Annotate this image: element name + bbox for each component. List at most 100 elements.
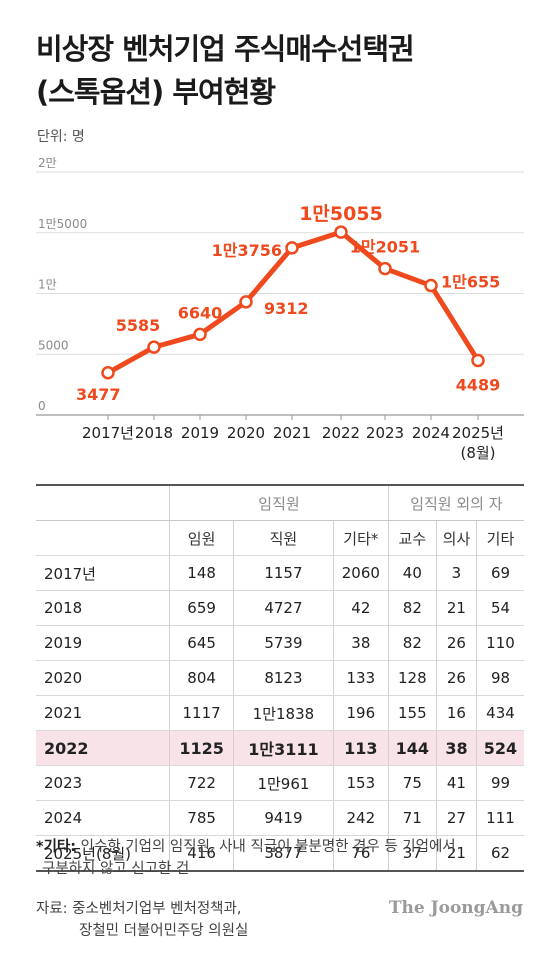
table-cell: 113 xyxy=(333,730,389,766)
table-row-year: 2025년(8월) xyxy=(36,835,171,872)
table-cell: 26 xyxy=(436,625,477,661)
x-tick-label: 2017년 xyxy=(82,424,134,442)
table-cell: 21 xyxy=(436,835,477,872)
line-chart: 0 5000 1만 1만5000 2만 2017년 2018 2019 2020 2021 2022… xyxy=(36,156,524,462)
footnote: *기타: 인수한 기업의 임직원, 사내 직급이 불분명한 경우 등 기업에서 … xyxy=(36,836,526,880)
y-tick-label: 1만5000 xyxy=(38,217,87,231)
table-cell: 76 xyxy=(333,835,389,872)
table-row: 2018 659 4727 42 82 21 54 xyxy=(36,590,524,626)
data-label: 3477 xyxy=(76,385,121,404)
table-cell: 27 xyxy=(436,800,477,836)
table-cell: 722 xyxy=(169,765,234,801)
table-cell: 1만1838 xyxy=(233,695,334,731)
footnote-text-1: 인수한 기업의 임직원, 사내 직급이 불분명한 경우 등 기업에서 xyxy=(76,839,456,855)
data-label: 5585 xyxy=(116,316,161,335)
column-header-other: 기타 xyxy=(476,520,524,556)
data-table: 임직원 임직원 외의 자 임원 직원 기타* 교수 의사 기타 2017년 148… xyxy=(36,484,524,872)
table-cell: 3877 xyxy=(233,835,334,872)
table-row: 2025년(8월) 416 3877 76 37 21 62 xyxy=(36,835,524,872)
footnote-label: *기타: xyxy=(36,839,77,855)
column-header-professors: 교수 xyxy=(388,520,437,556)
unit-label: 단위: 명 xyxy=(37,129,85,145)
data-point xyxy=(285,241,299,255)
table-cell: 434 xyxy=(476,695,524,731)
table-cell: 99 xyxy=(476,765,524,801)
table-row-year: 2024 xyxy=(36,800,171,836)
data-point xyxy=(239,295,253,309)
data-label: 6640 xyxy=(178,303,223,322)
table-cell: 9419 xyxy=(233,800,334,836)
table-cell: 524 xyxy=(476,730,524,766)
table-cell: 41 xyxy=(436,765,477,801)
y-tick-label: 2만 xyxy=(38,156,57,170)
table-row-year: 2017년 xyxy=(36,555,171,591)
table-row-year: 2023 xyxy=(36,765,171,801)
table-cell: 1117 xyxy=(169,695,234,731)
title-line-2: (스톡옵션) 부여현황 xyxy=(36,75,276,109)
table-cell: 133 xyxy=(333,660,389,696)
table-cell: 40 xyxy=(388,555,437,591)
data-label: 4489 xyxy=(456,375,501,394)
x-tick-label: 2023 xyxy=(366,424,404,442)
table-row: 2024 785 9419 242 71 27 111 xyxy=(36,800,524,836)
table-cell: 804 xyxy=(169,660,234,696)
table-cell: 144 xyxy=(388,730,437,766)
column-header-doctors: 의사 xyxy=(436,520,477,556)
x-tick-label: 2020 xyxy=(227,424,265,442)
table-cell: 1만3111 xyxy=(233,730,334,766)
table-column-header-row: 임원 직원 기타* 교수 의사 기타 xyxy=(36,520,524,556)
data-point xyxy=(193,327,207,342)
y-tick-label: 0 xyxy=(38,399,46,413)
table-row-year: 2022 xyxy=(36,730,171,766)
table-cell: 4727 xyxy=(233,590,334,626)
x-tick-sublabel: (8월) xyxy=(460,444,495,462)
table-cell: 26 xyxy=(436,660,477,696)
table-cell: 2060 xyxy=(333,555,389,591)
footnote-text-2: 구분하지 않고 신고한 건 xyxy=(42,861,190,877)
table-cell: 659 xyxy=(169,590,234,626)
column-header-staff: 직원 xyxy=(233,520,334,556)
data-label: 9312 xyxy=(264,299,309,318)
data-label: 1만3756 xyxy=(212,241,282,260)
table-cell: 69 xyxy=(476,555,524,591)
table-cell: 71 xyxy=(388,800,437,836)
table-cell: 1125 xyxy=(169,730,234,766)
x-tick-label: 2021 xyxy=(273,424,311,442)
table-cell: 416 xyxy=(169,835,234,872)
table-cell: 54 xyxy=(476,590,524,626)
table-cell: 8123 xyxy=(233,660,334,696)
table-corner-cell xyxy=(36,484,171,521)
table-cell: 111 xyxy=(476,800,524,836)
table-cell: 38 xyxy=(333,625,389,661)
group-header-non-employees: 임직원 외의 자 xyxy=(388,484,524,521)
table-row: 2017년 148 1157 2060 40 3 69 xyxy=(36,555,524,591)
data-label: 1만655 xyxy=(441,273,500,292)
table-cell: 645 xyxy=(169,625,234,661)
table-row: 2020 804 8123 133 128 26 98 xyxy=(36,660,524,696)
table-cell: 3 xyxy=(436,555,477,591)
table-cell: 37 xyxy=(388,835,437,872)
data-point xyxy=(424,278,438,293)
data-point xyxy=(101,366,115,380)
x-tick-label: 2024 xyxy=(412,424,450,442)
table-row-year: 2019 xyxy=(36,625,171,661)
table-row: 2022 1125 1만3111 113 144 38 524 xyxy=(36,730,524,766)
table-cell: 155 xyxy=(388,695,437,731)
table-cell: 242 xyxy=(333,800,389,836)
table-cell: 1만961 xyxy=(233,765,334,801)
table-cell: 82 xyxy=(388,590,437,626)
brand-logo: The JoongAng xyxy=(388,898,523,918)
table-cell: 153 xyxy=(333,765,389,801)
table-cell: 148 xyxy=(169,555,234,591)
table-cell: 785 xyxy=(169,800,234,836)
y-tick-label: 5000 xyxy=(38,338,69,352)
source-credit: 자료: 중소벤처기업부 벤처정책과, 장철민 더불어민주당 의원실 xyxy=(36,898,248,942)
table-row: 2023 722 1만961 153 75 41 99 xyxy=(36,765,524,801)
table-cell: 110 xyxy=(476,625,524,661)
x-tick-label: 2018 xyxy=(135,424,173,442)
x-tick-label: 2019 xyxy=(181,424,219,442)
group-header-employees: 임직원 xyxy=(169,484,389,521)
column-header-executives: 임원 xyxy=(169,520,234,556)
data-point xyxy=(147,340,161,354)
x-tick-label: 2025년 xyxy=(452,424,504,442)
